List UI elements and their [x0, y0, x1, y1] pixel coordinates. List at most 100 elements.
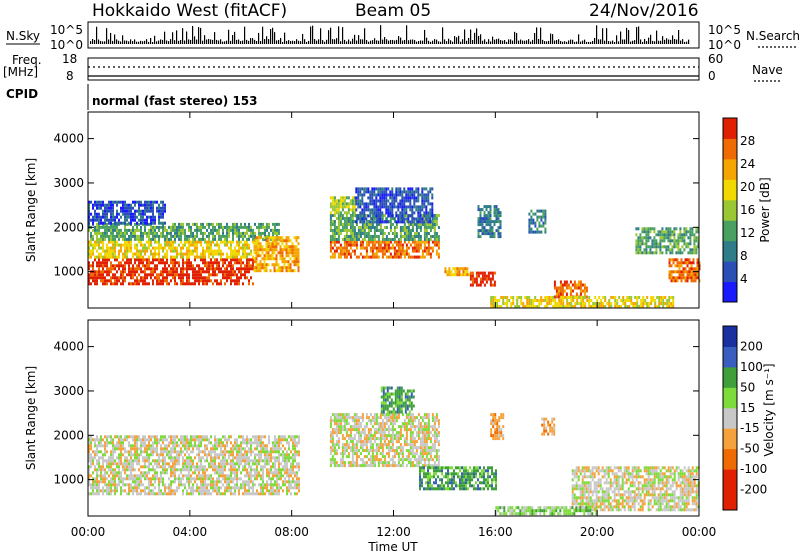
echo-cell: [122, 438, 124, 442]
echo-cell: [158, 486, 160, 490]
echo-cell: [399, 205, 402, 209]
echo-cell: [200, 492, 202, 496]
nsky-bar: [264, 39, 266, 44]
echo-cell: [180, 276, 182, 280]
echo-cell: [174, 231, 176, 235]
echo-cell: [148, 261, 150, 265]
echo-cell: [202, 276, 204, 280]
echo-cell: [263, 254, 266, 258]
echo-cell: [138, 456, 140, 460]
echo-cell: [192, 264, 194, 268]
echo-cell: [624, 302, 627, 305]
echo-cell: [160, 450, 162, 454]
echo-cell: [665, 227, 668, 231]
echo-cell: [184, 453, 186, 457]
echo-cell: [528, 221, 531, 225]
echo-cell: [132, 447, 134, 451]
echo-cell: [429, 223, 432, 226]
echo-cell: [244, 252, 246, 256]
echo-cell: [172, 435, 174, 439]
nsky-bar: [172, 32, 174, 44]
echo-cell: [663, 230, 666, 234]
echo-cell: [212, 270, 214, 274]
echo-cell: [669, 230, 672, 234]
echo-cell: [110, 221, 112, 225]
echo-cell: [375, 229, 378, 232]
echo-cell: [124, 249, 126, 253]
echo-cell: [649, 236, 652, 240]
echo-cell: [479, 280, 482, 284]
echo-cell: [331, 252, 334, 256]
echo-cell: [172, 249, 174, 253]
echo-cell: [132, 465, 134, 469]
echo-cell: [170, 435, 172, 439]
echo-cell: [170, 246, 172, 250]
echo-cell: [104, 218, 106, 222]
echo-cell: [166, 258, 168, 262]
echo-cell: [206, 222, 208, 226]
echo-cell: [88, 273, 90, 277]
echo-cell: [690, 267, 693, 271]
echo-cell: [679, 239, 682, 243]
echo-cell: [134, 209, 136, 213]
echo-cell: [690, 270, 693, 274]
echo-cell: [277, 269, 280, 273]
echo-cell: [166, 282, 168, 286]
echo-cell: [369, 249, 372, 253]
echo-cell: [106, 246, 108, 250]
echo-cell: [267, 263, 270, 267]
echo-cell: [142, 489, 144, 493]
echo-cell: [271, 251, 274, 255]
echo-cell: [610, 296, 613, 299]
echo-cell: [106, 459, 108, 463]
echo-cell: [216, 231, 218, 235]
echo-cell: [210, 477, 212, 481]
echo-cell: [265, 269, 268, 273]
echo-cell: [128, 215, 130, 219]
echo-cell: [361, 193, 364, 197]
echo-cell: [369, 196, 372, 200]
echo-cell: [152, 282, 154, 286]
echo-cell: [411, 255, 414, 259]
echo-cell: [413, 217, 416, 221]
echo-cell: [162, 261, 164, 265]
echo-cell: [343, 235, 346, 238]
echo-cell: [544, 230, 547, 234]
echo-cell: [473, 280, 476, 284]
echo-cell: [100, 200, 102, 204]
echo-cell: [255, 254, 258, 258]
echo-cell: [196, 468, 198, 472]
echo-cell: [154, 435, 156, 439]
echo-cell: [281, 236, 284, 240]
echo-cell: [662, 299, 665, 302]
echo-cell: [252, 258, 254, 262]
nsky-trace: [90, 25, 690, 44]
echo-cell: [104, 221, 106, 225]
echo-cell: [674, 279, 677, 283]
echo-cell: [433, 214, 436, 217]
echo-cell: [106, 225, 108, 229]
echo-cell: [385, 255, 388, 259]
echo-cell: [401, 196, 404, 200]
echo-cell: [565, 292, 568, 296]
echo-cell: [220, 255, 222, 259]
echo-cell: [220, 258, 222, 262]
echo-cell: [172, 462, 174, 466]
nsky-bar: [98, 39, 100, 44]
echo-cell: [393, 205, 396, 209]
echo-cell: [536, 305, 539, 308]
echo-cell: [590, 305, 593, 308]
echo-cell: [230, 471, 232, 475]
echo-cell: [92, 261, 94, 265]
echo-cell: [689, 248, 692, 252]
echo-cell: [257, 254, 260, 258]
echo-cell: [653, 239, 656, 243]
echo-cell: [236, 240, 238, 244]
echo-cell: [536, 227, 539, 231]
echo-cell: [146, 209, 148, 213]
echo-cell: [102, 270, 104, 274]
echo-cell: [357, 217, 360, 221]
echo-cell: [581, 289, 584, 293]
echo-cell: [377, 193, 380, 197]
echo-cell: [164, 237, 166, 241]
